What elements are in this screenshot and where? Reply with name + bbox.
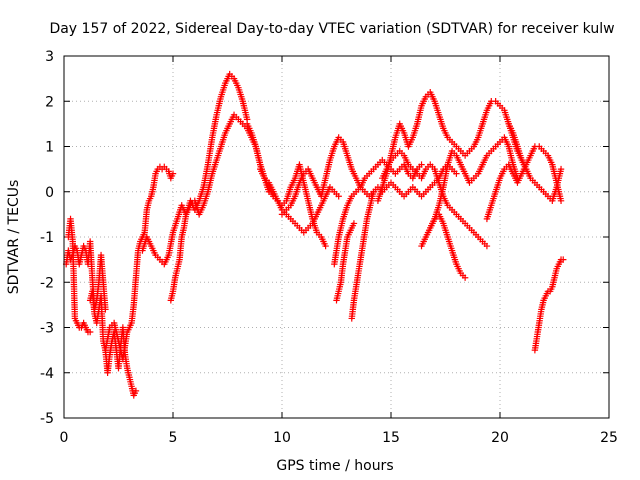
y-tick-label: -3	[40, 321, 54, 337]
x-tick-label: 5	[169, 430, 178, 446]
plot-frame	[63, 55, 610, 419]
x-tick-label: 15	[382, 430, 400, 446]
x-axis-label: GPS time / hours	[276, 458, 393, 474]
data-point	[370, 188, 377, 195]
data-point	[557, 197, 565, 204]
y-tick-label: -1	[40, 230, 54, 246]
y-tick-label: 2	[45, 94, 54, 110]
y-tick-label: 0	[45, 185, 54, 201]
data-point	[557, 165, 565, 173]
data-marks	[62, 70, 567, 399]
y-tick-label: -5	[40, 411, 54, 427]
data-point	[418, 161, 425, 168]
x-tick-label: 20	[491, 430, 509, 446]
data-point	[86, 328, 94, 336]
y-tick-label: -2	[40, 275, 54, 291]
data-point	[169, 170, 177, 177]
series-track-i	[278, 134, 460, 218]
chart-title: Day 157 of 2022, Sidereal Day-to-day VTE…	[49, 21, 614, 37]
y-axis-label: SDTVAR / TECUs	[6, 180, 22, 295]
data-point	[322, 242, 329, 250]
x-tick-label: 10	[273, 430, 291, 446]
series-track-p	[427, 211, 469, 281]
y-tick-label: -4	[40, 366, 54, 382]
x-tick-label: 0	[60, 430, 69, 446]
series-track-q	[483, 143, 565, 223]
series-track-j	[331, 156, 425, 268]
y-tick-label: 3	[45, 49, 54, 65]
series-track-l	[348, 188, 377, 322]
series-track-s	[531, 256, 567, 354]
data-point	[560, 256, 567, 263]
data-point	[461, 274, 469, 281]
y-tick-label: 1	[45, 140, 54, 156]
data-point	[335, 193, 342, 200]
x-tick-label: 25	[600, 430, 618, 446]
data-point	[483, 242, 491, 250]
series-track-r	[505, 120, 565, 204]
data-point	[132, 387, 140, 395]
data-point	[350, 220, 358, 227]
series-track-a	[65, 215, 94, 336]
series-track-k	[333, 220, 358, 304]
series-track-d	[102, 163, 177, 363]
data-point	[453, 170, 460, 177]
series-track-n	[379, 147, 491, 250]
